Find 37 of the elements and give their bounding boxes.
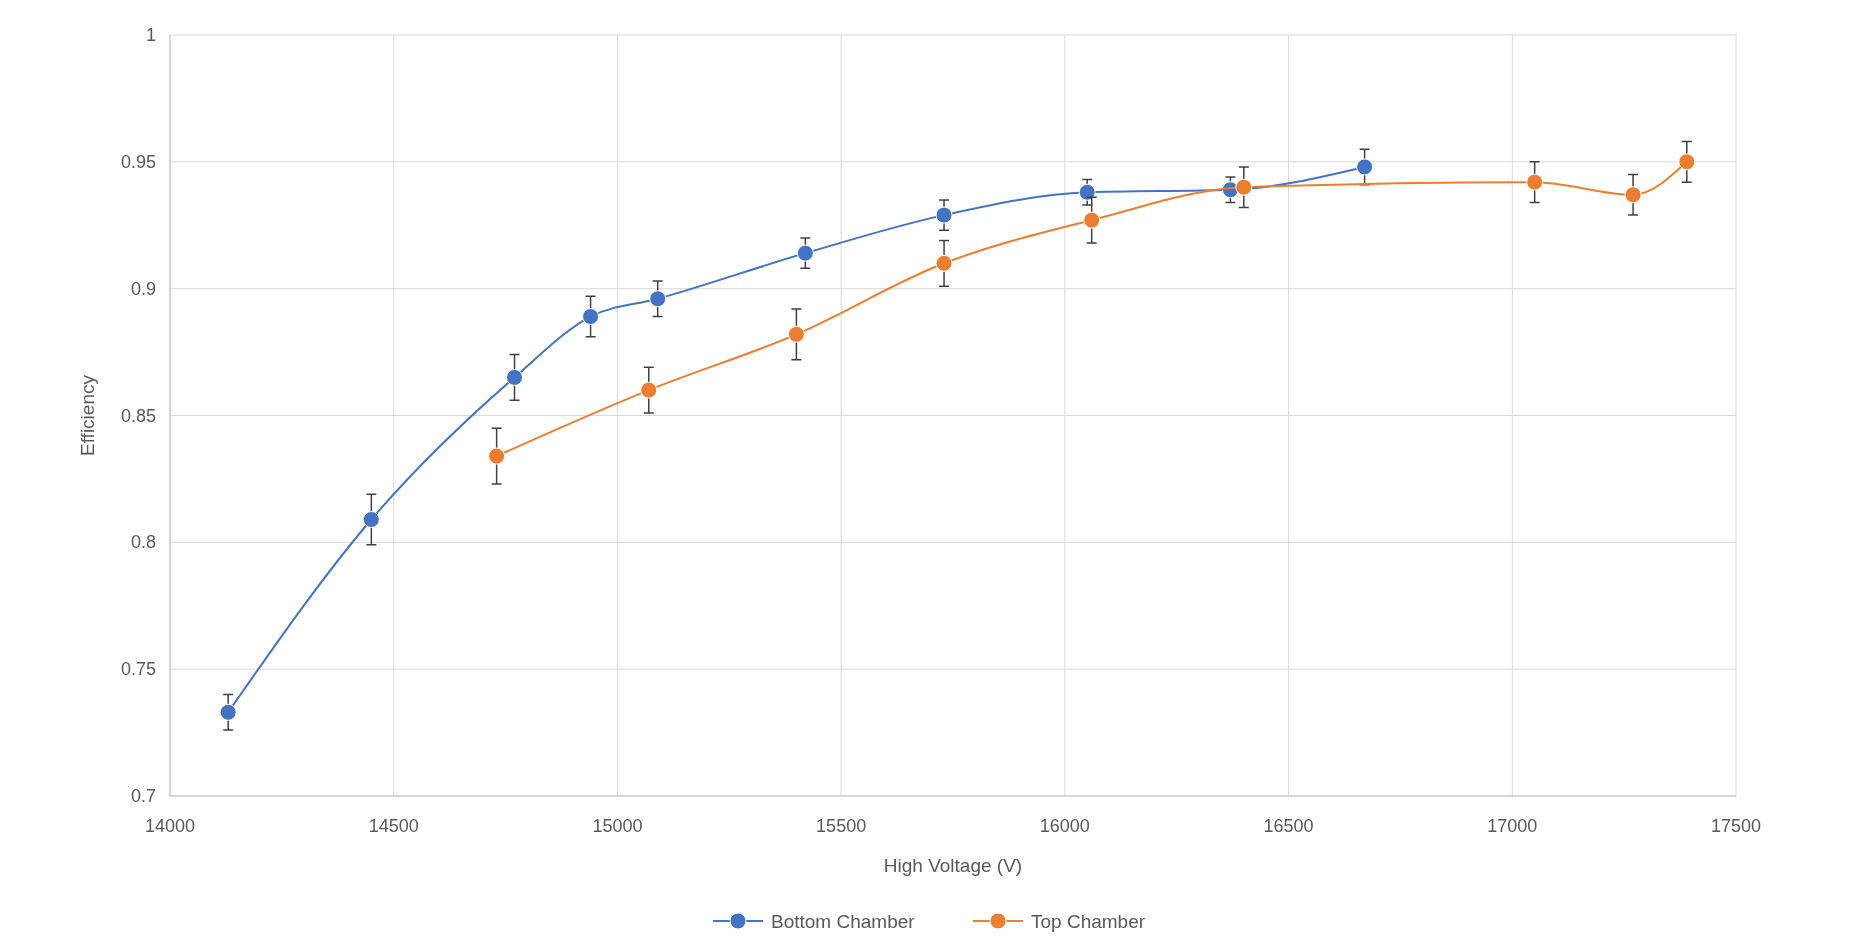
point [488, 447, 506, 465]
point [506, 368, 524, 386]
point [1235, 178, 1253, 196]
y-tick-label: 0.75 [120, 659, 156, 680]
legend-label: Top Chamber [1031, 911, 1146, 932]
x-tick-label: 17000 [1487, 816, 1538, 836]
point [935, 206, 953, 224]
point [1083, 211, 1101, 229]
x-tick-label: 14000 [144, 816, 196, 836]
x-tick-label: 14500 [368, 816, 419, 836]
y-tick-label: 0.9 [130, 278, 156, 299]
point [1526, 173, 1544, 191]
y-tick-label: 1 [145, 25, 156, 45]
x-tick-label: 17500 [1710, 816, 1762, 836]
x-tick-label: 16000 [1039, 816, 1090, 836]
point [649, 290, 667, 308]
x-tick-label: 16500 [1263, 816, 1314, 836]
point [935, 254, 953, 272]
point [796, 244, 814, 262]
point [1678, 153, 1696, 171]
point [640, 381, 658, 399]
point [787, 325, 805, 343]
y-tick-label: 0.8 [130, 532, 156, 553]
y-axis-title: Efficiency [77, 374, 98, 456]
x-tick-label: 15000 [592, 816, 643, 836]
point [1624, 186, 1642, 204]
x-axis-title: High Voltage (V) [883, 855, 1023, 876]
point [1078, 183, 1096, 201]
y-tick-label: 0.95 [120, 151, 156, 172]
point [219, 703, 237, 721]
y-tick-label: 0.7 [130, 786, 156, 806]
y-tick-label: 0.85 [120, 405, 156, 426]
point [582, 308, 600, 326]
point [362, 511, 380, 528]
legend-label: Bottom Chamber [771, 911, 916, 932]
x-tick-label: 15500 [816, 816, 867, 836]
point [1356, 158, 1374, 176]
